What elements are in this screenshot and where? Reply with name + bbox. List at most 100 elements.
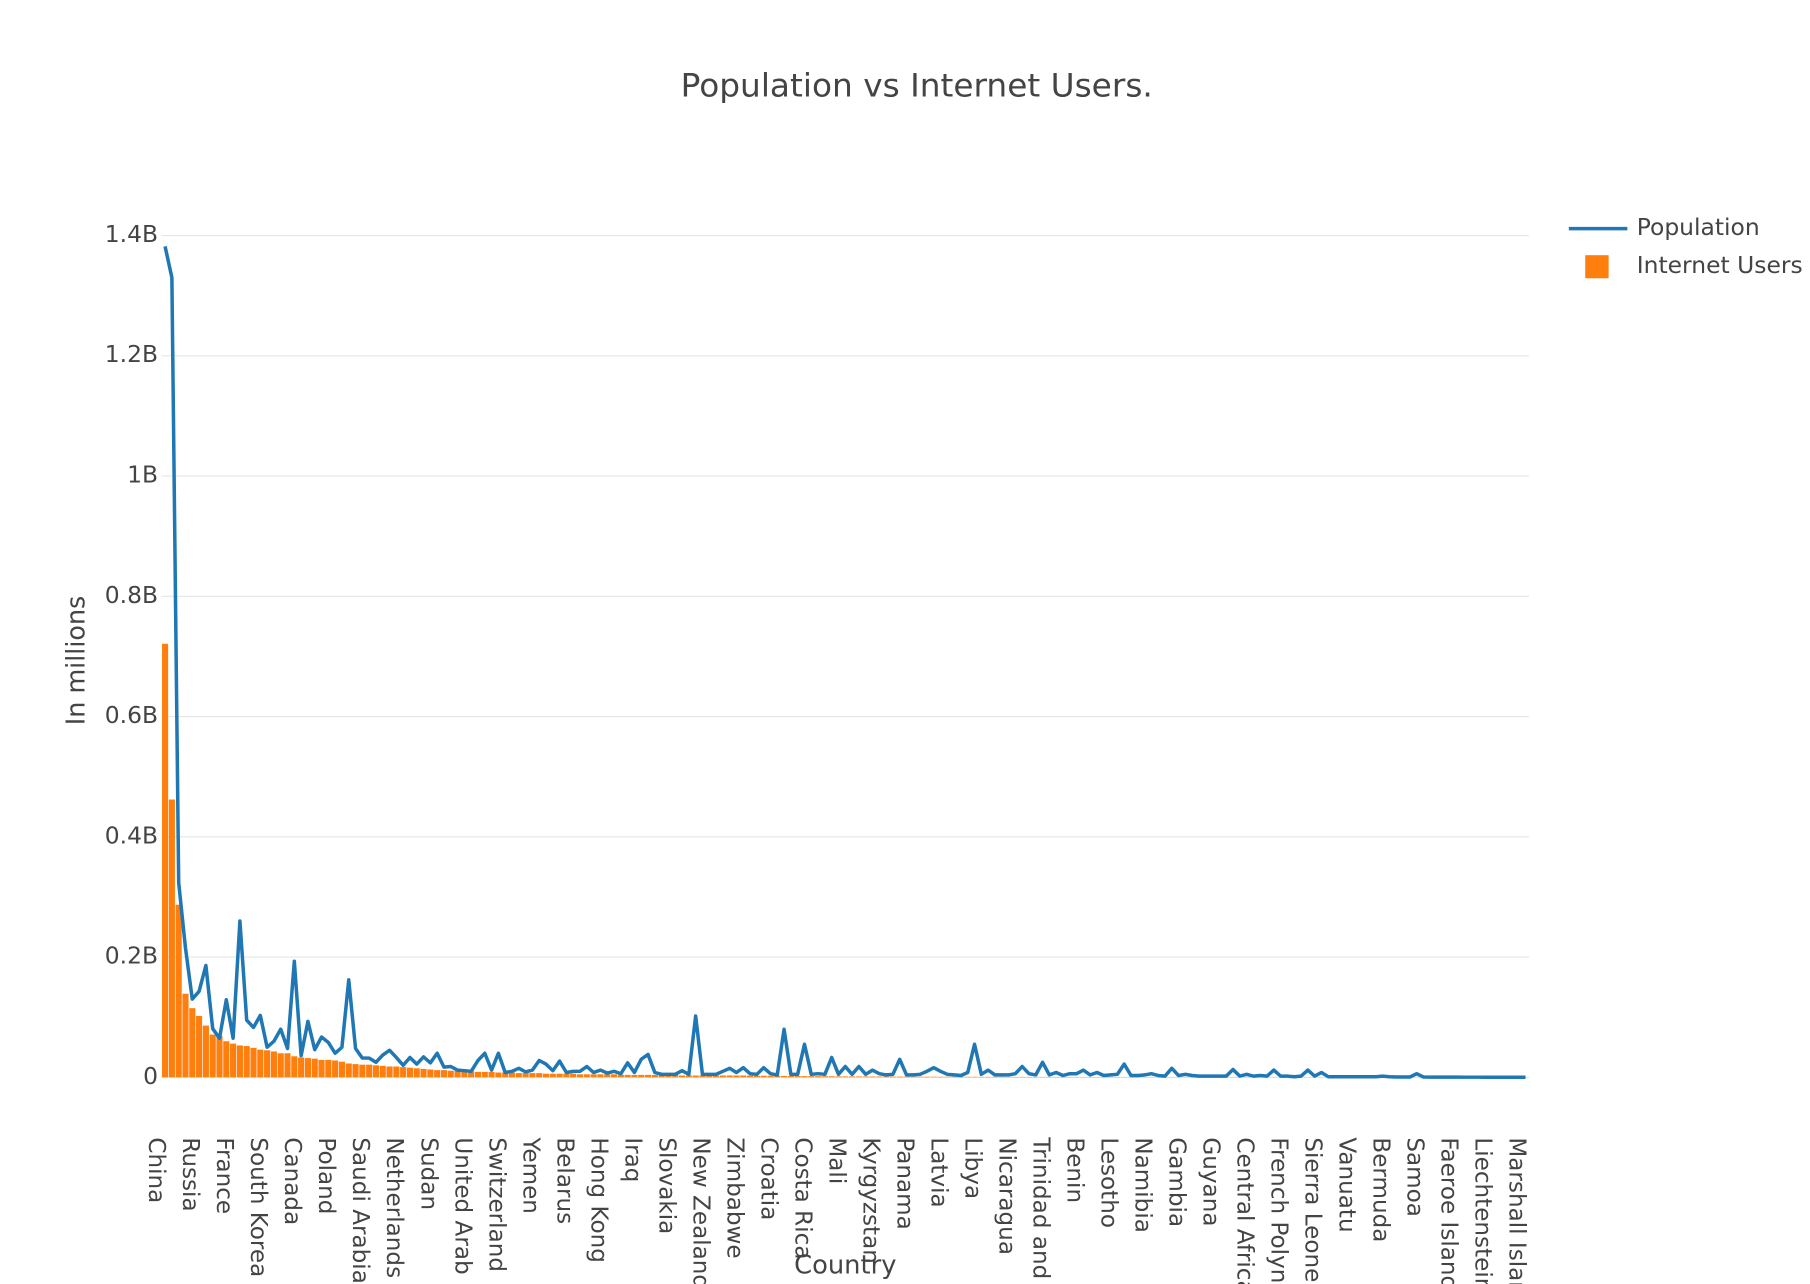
bar: [284, 1053, 291, 1078]
bar: [889, 1076, 896, 1078]
bar: [556, 1073, 563, 1078]
bar: [576, 1074, 584, 1078]
x-tick-label: Slovakia: [653, 1137, 680, 1234]
y-axis-title: In millions: [61, 596, 91, 726]
bar: [869, 1076, 876, 1078]
bar: [325, 1059, 332, 1078]
bar: [815, 1076, 822, 1078]
bar: [420, 1068, 427, 1078]
bar: [468, 1071, 475, 1078]
bar: [590, 1074, 597, 1078]
legend-label: Internet Users: [1637, 252, 1803, 279]
bar: [502, 1072, 509, 1078]
bar: [202, 1025, 209, 1078]
bar: [209, 1034, 216, 1078]
bar: [175, 904, 182, 1078]
bar: [651, 1074, 658, 1078]
bar: [440, 1070, 448, 1078]
x-tick-label: Hong Kong: [585, 1137, 612, 1263]
bar: [189, 1008, 196, 1078]
bar: [781, 1075, 788, 1078]
bar: [182, 993, 189, 1078]
bar: [304, 1058, 311, 1078]
x-tick-label: Kyrgyzstan: [857, 1137, 884, 1264]
bar: [583, 1074, 590, 1078]
bar: [876, 1076, 883, 1078]
bar: [903, 1076, 910, 1078]
x-tick-label: United Arab Emirates: [449, 1137, 476, 1284]
bar: [386, 1066, 393, 1078]
x-tick-label: Bermuda: [1368, 1137, 1395, 1242]
legend-swatch: [1585, 255, 1609, 279]
bar: [570, 1073, 577, 1078]
bar: [277, 1053, 284, 1078]
bar: [923, 1076, 930, 1078]
bar: [236, 1045, 243, 1078]
bar: [944, 1076, 951, 1078]
x-tick-label: Lesotho: [1095, 1137, 1122, 1228]
bar: [223, 1041, 230, 1078]
x-tick-label: New Zealand: [687, 1137, 714, 1284]
x-tick-label: Croatia: [755, 1137, 782, 1220]
y-tick-label: 0: [143, 1063, 158, 1090]
bar: [610, 1074, 618, 1078]
bar: [542, 1073, 550, 1078]
x-tick-label: Russia: [177, 1137, 204, 1211]
bar: [393, 1066, 400, 1078]
x-tick-label: Benin: [1061, 1137, 1088, 1203]
chart-title: Population vs Internet Users.: [681, 67, 1153, 105]
bar: [753, 1075, 760, 1078]
y-tick-label: 1.2B: [105, 341, 158, 368]
bar: [678, 1075, 686, 1078]
x-tick-label: Sudan: [415, 1137, 442, 1210]
bar: [849, 1076, 856, 1078]
bar: [366, 1064, 373, 1078]
x-tick-label: Panama: [891, 1137, 918, 1229]
bar: [883, 1076, 890, 1078]
bar: [352, 1064, 359, 1078]
x-tick-label: Canada: [279, 1137, 306, 1225]
bar: [250, 1047, 257, 1078]
x-tick-label: Belarus: [551, 1137, 578, 1224]
bar: [563, 1073, 570, 1078]
bar: [712, 1075, 720, 1078]
bar: [658, 1074, 665, 1078]
bar: [801, 1076, 808, 1078]
bar: [298, 1057, 305, 1078]
bar: [332, 1060, 339, 1078]
bar: [481, 1071, 488, 1078]
y-tick-label: 0.6B: [105, 702, 158, 729]
bar: [794, 1076, 801, 1078]
y-tick-label: 0.4B: [105, 822, 158, 849]
bar: [733, 1075, 740, 1078]
y-tick-label: 1.4B: [105, 221, 158, 248]
bar: [311, 1058, 318, 1078]
x-tick-label: Latvia: [925, 1137, 952, 1207]
bar: [937, 1076, 944, 1078]
bar: [597, 1074, 604, 1078]
x-tick-label: Iraq: [619, 1137, 646, 1182]
bar: [631, 1074, 638, 1078]
bar: [747, 1075, 754, 1078]
bar: [495, 1072, 502, 1078]
bar: [243, 1046, 250, 1078]
bar: [372, 1065, 380, 1078]
bar: [665, 1074, 672, 1078]
bar: [930, 1076, 937, 1078]
bar: [413, 1068, 420, 1078]
bar: [515, 1073, 522, 1078]
bar: [427, 1069, 434, 1078]
x-tick-label: Liechtenstein: [1470, 1137, 1497, 1284]
bar: [624, 1074, 631, 1078]
x-tick-label: Costa Rica: [789, 1137, 816, 1259]
x-tick-label: Marshall Islands: [1504, 1137, 1531, 1284]
x-tick-label: Guyana: [1197, 1137, 1224, 1226]
bar: [379, 1065, 386, 1078]
bar: [828, 1076, 835, 1078]
bar: [162, 643, 169, 1078]
x-tick-label: Samoa: [1402, 1137, 1429, 1217]
bar: [216, 1035, 223, 1078]
x-tick-label: Faeroe Islands: [1436, 1137, 1463, 1284]
